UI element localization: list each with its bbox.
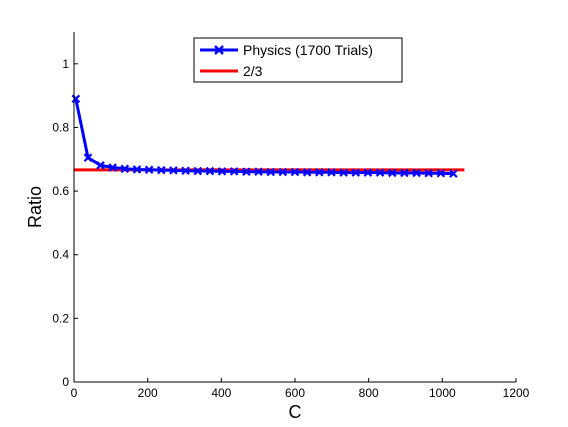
data-point-physics — [412, 168, 421, 178]
data-point-physics — [327, 168, 336, 177]
y-axis-title: Ratio — [25, 186, 45, 228]
legend-label-physics: Physics (1700 Trials) — [243, 42, 373, 58]
x-axis-title: C — [289, 402, 302, 422]
data-point-physics — [229, 167, 239, 176]
x-tick-label: 600 — [285, 386, 305, 400]
data-point-physics — [290, 167, 300, 177]
data-point-physics — [83, 153, 93, 162]
data-point-physics — [120, 164, 130, 174]
x-tick-label: 1200 — [503, 386, 530, 400]
data-point-physics — [339, 168, 348, 177]
data-point-physics — [217, 167, 227, 176]
data-point-physics — [363, 168, 373, 177]
y-tick-label: 0 — [62, 375, 69, 389]
series-line-physics — [74, 98, 454, 176]
y-tick-label: 0.6 — [52, 184, 69, 198]
x-tick-label: 0 — [71, 386, 78, 400]
data-point-physics — [266, 167, 275, 177]
data-point-physics — [144, 165, 154, 175]
data-point-physics — [449, 169, 458, 178]
data-point-physics — [351, 168, 361, 177]
data-point-physics — [108, 163, 117, 172]
data-point-physics — [278, 167, 288, 177]
data-point-physics — [205, 166, 215, 176]
data-point-physics — [242, 167, 251, 176]
legend-label-two-thirds: 2/3 — [243, 63, 263, 79]
data-point-physics — [387, 168, 397, 178]
legend: Physics (1700 Trials) 2/3 — [193, 37, 403, 83]
data-point-physics — [96, 161, 105, 170]
data-point-physics — [302, 168, 312, 177]
data-point-physics — [400, 168, 409, 178]
x-tick-label: 800 — [359, 386, 379, 400]
y-tick-label: 0.4 — [52, 248, 69, 262]
legend-box — [193, 37, 403, 83]
data-point-physics — [181, 166, 190, 176]
x-tick-label: 1000 — [429, 386, 456, 400]
data-point-physics — [193, 166, 203, 176]
y-tick-label: 1 — [62, 57, 69, 71]
data-point-physics — [157, 165, 166, 175]
x-tick-label: 400 — [211, 386, 231, 400]
data-point-physics — [375, 168, 385, 177]
plot-area — [74, 32, 516, 382]
y-tick-label: 0.2 — [52, 311, 69, 325]
data-point-physics — [254, 167, 263, 176]
x-tick-label: 200 — [138, 386, 158, 400]
data-point-physics — [424, 168, 433, 178]
legend-marker-physics — [214, 45, 224, 55]
data-point-physics — [132, 165, 142, 174]
data-point-physics — [169, 166, 178, 175]
y-tick-label: 0.8 — [52, 120, 69, 134]
data-point-physics — [315, 168, 324, 177]
data-point-physics — [436, 168, 446, 178]
